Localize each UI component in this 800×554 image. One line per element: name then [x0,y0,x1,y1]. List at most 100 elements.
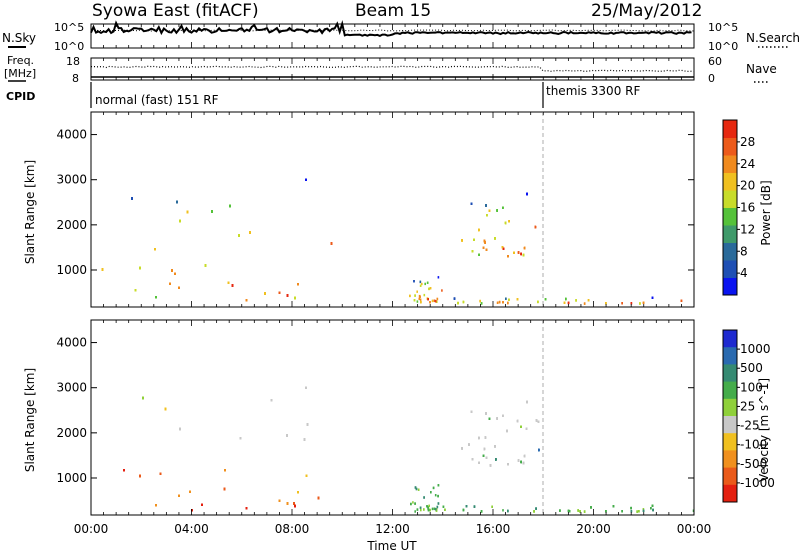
range-gate-cell [179,219,181,223]
nave-line [91,65,695,73]
range-gate-cell [155,504,157,507]
range-gate-cell [131,197,133,200]
freq-tick-bottom: 8 [72,72,79,85]
range-gate-cell [478,253,480,256]
colorbar-tick-label: 25 [740,399,755,413]
range-gate-cell [239,437,242,440]
range-gate-cell [419,298,422,301]
freq-tick-top: 18 [66,55,80,68]
range-gate-cell [437,494,439,498]
nsearch-tick-top: 10^5 [708,21,738,34]
range-gate-cell [485,248,488,251]
range-gate-cell [506,429,508,433]
range-gate-cell [431,299,434,303]
range-gate-cell [468,443,470,446]
range-gate-cell [286,502,289,505]
x-tick-label: 20:00 [576,522,611,536]
range-gate-cell [423,293,426,297]
colorbar-tick-label: -500 [740,457,767,471]
range-gate-cell [421,282,423,286]
range-gate-cell [178,286,180,289]
range-gate-cell [473,505,476,508]
range-gate-cell [583,302,586,305]
range-gate-cell [414,510,416,513]
range-gate-cell [587,299,590,302]
range-gate-cell [491,505,493,508]
range-gate-cell [534,225,537,229]
range-gate-cell [652,508,654,512]
range-gate-cell [513,251,515,254]
range-gate-cell [435,509,438,512]
range-gate-cell [526,400,528,404]
range-gate-cell [294,504,296,508]
range-gate-cell [413,280,415,283]
range-gate-cell [415,487,418,491]
beam-title: Beam 15 [355,1,431,21]
range-gate-cell [179,427,181,431]
range-gate-cell [568,510,571,513]
colorbar-swatch [723,137,737,156]
range-gate-cell [478,461,480,464]
colorbar-swatch [723,277,737,296]
date-title: 25/May/2012 [591,1,703,21]
range-gate-cell [420,300,422,304]
colorbar-swatch [723,207,737,226]
nsearch-tick-bottom: 10^0 [708,40,738,53]
range-gate-cell [178,494,180,497]
range-gate-cell [297,491,299,494]
range-gate-cell [278,499,281,502]
colorbar-tick-label: -100 [740,438,767,452]
power-data-cells [101,178,683,305]
colorbar-tick-label: 16 [740,201,755,215]
power-colorbar: 4 8 12 16 20 24 28 [722,119,755,296]
nsearch-line [90,29,695,32]
range-gate-cell [502,247,505,250]
range-gate-cell [457,301,459,305]
range-gate-cell [426,281,429,284]
range-gate-cell [651,504,654,507]
y-tick-label: 2000 [56,218,87,232]
power-ylabel: Slant Range [km] [23,160,37,264]
range-gate-cell [432,486,435,490]
range-gate-cell [478,436,480,440]
range-gate-cell [480,510,483,513]
y-tick-label: 2000 [56,426,87,440]
range-gate-cell [639,302,641,305]
velocity-colorbar-label: Velocity [m s^-1] [757,378,771,482]
range-gate-cell [414,294,416,297]
range-gate-cell [630,302,633,305]
colorbar-swatch [723,190,737,208]
range-gate-cell [516,298,519,301]
range-gate-cell [482,246,485,249]
range-gate-cell [186,210,189,214]
colorbar-tick-label: -25 [740,419,760,433]
range-gate-cell [507,509,509,513]
range-gate-cell [139,266,141,270]
range-gate-cell [538,448,540,452]
range-gate-cell [417,488,420,491]
range-gate-cell [223,487,226,491]
range-gate-cell [428,287,430,291]
range-gate-cell [508,298,510,301]
velocity-y-ticks: 1000 2000 3000 4000 [56,336,694,485]
range-gate-cell [249,231,251,234]
range-gate-cell [496,209,498,212]
range-gate-cell [278,291,281,294]
range-gate-cell [537,300,539,304]
nsky-tick-bottom: 10^0 [54,40,84,53]
range-gate-cell [453,297,456,300]
range-gate-cell [416,508,419,511]
colorbar-swatch [723,416,737,434]
range-gate-cell [419,506,422,509]
colorbar-tick-label: 1000 [740,342,771,356]
y-tick-label: 4000 [56,128,87,142]
colorbar-frame [722,329,738,503]
range-gate-cell [416,290,418,293]
range-gate-cell [544,298,547,301]
range-gate-cell [484,436,487,439]
range-gate-cell [419,284,422,287]
range-gate-cell [575,299,577,302]
range-gate-cell [176,200,178,204]
range-gate-cell [630,506,632,510]
range-gate-cell [428,504,430,508]
